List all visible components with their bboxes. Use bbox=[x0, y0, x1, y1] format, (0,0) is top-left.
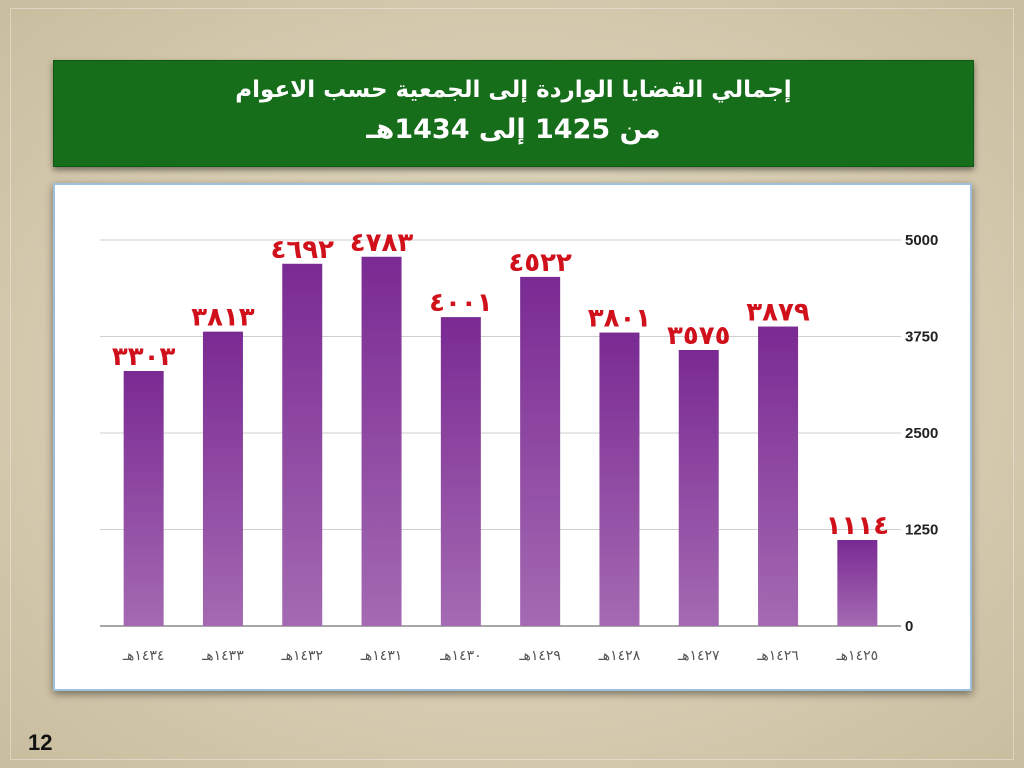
bar bbox=[440, 317, 481, 626]
x-tick-label: ١٤٣٢هـ bbox=[280, 648, 323, 664]
y-tick-labels: 0 1250 2500 3750 5000 bbox=[905, 232, 938, 635]
chart-title-line1: إجمالي القضايا الواردة إلى الجمعية حسب ا… bbox=[235, 77, 792, 103]
slide-number: 12 bbox=[28, 730, 53, 755]
data-label: ١١١٤ bbox=[826, 511, 889, 541]
slide-frame bbox=[10, 8, 1014, 760]
value-labels: ٣٣٠٣ ٣٨١٣ ٤٦٩٢ ٤٧٨٣ ٤٠٠١ ٤٥٢٢ ٣٨٠١ ٣٥٧٥ ٣٨٧٩ ١١١٤ bbox=[112, 228, 889, 541]
y-tick-label: 0 bbox=[905, 618, 913, 635]
y-tick-label: 3750 bbox=[905, 329, 938, 346]
y-tick-label: 1250 bbox=[905, 522, 938, 539]
chart-panel: ٣٣٠٣ ٣٨١٣ ٤٦٩٢ ٤٧٨٣ ٤٠٠١ ٤٥٢٢ ٣٨٠١ ٣٥٧٥ ٣٨٧٩ ١١١٤… bbox=[53, 183, 972, 691]
y-tick-label: 2500 bbox=[905, 425, 938, 442]
chart-title-line2: من 1425 إلى 1434هـ bbox=[366, 114, 661, 145]
y-tick-label: 5000 bbox=[905, 232, 938, 249]
bar bbox=[837, 539, 878, 626]
data-label: ٣٣٠٣ bbox=[112, 342, 176, 372]
title-banner: إجمالي القضايا الواردة إلى الجمعية حسب ا… bbox=[53, 60, 974, 167]
bar-chart: ٣٣٠٣ ٣٨١٣ ٤٦٩٢ ٤٧٨٣ ٤٠٠١ ٤٥٢٢ ٣٨٠١ ٣٥٧٥ ٣٨٧٩ ١١١٤… bbox=[100, 228, 938, 664]
x-tick-labels: ١٤٣٤هـ ١٤٣٣هـ ١٤٣٢هـ ١٤٣١هـ ١٤٣٠هـ ١٤٢٩هـ ١٤٢٨… bbox=[122, 648, 878, 664]
data-label: ٤٦٩٢ bbox=[271, 235, 335, 265]
x-tick-label: ١٤٢٨هـ bbox=[598, 648, 641, 664]
bar bbox=[361, 256, 402, 626]
bar bbox=[520, 276, 561, 626]
x-tick-label: ١٤٣٣هـ bbox=[201, 648, 244, 664]
x-tick-label: ١٤٢٦هـ bbox=[756, 648, 799, 664]
bar bbox=[123, 371, 164, 626]
bars bbox=[123, 256, 878, 626]
data-label: ٤٥٢٢ bbox=[508, 248, 572, 278]
x-tick-label: ١٤٢٧هـ bbox=[677, 648, 720, 664]
bar bbox=[282, 263, 323, 626]
x-tick-label: ١٤٣١هـ bbox=[360, 648, 403, 664]
data-label: ٤٧٨٣ bbox=[350, 228, 414, 258]
x-tick-label: ١٤٢٩هـ bbox=[518, 648, 561, 664]
bar bbox=[758, 326, 799, 626]
data-label: ٣٨٧٩ bbox=[746, 298, 810, 328]
bar bbox=[202, 331, 243, 626]
x-tick-label: ١٤٢٥هـ bbox=[836, 648, 879, 664]
bar bbox=[599, 332, 640, 626]
data-label: ٤٠٠١ bbox=[429, 288, 492, 318]
data-label: ٣٨١٣ bbox=[191, 303, 255, 333]
bar bbox=[678, 350, 719, 626]
data-label: ٣٨٠١ bbox=[588, 304, 651, 334]
data-label: ٣٥٧٥ bbox=[667, 321, 730, 351]
x-tick-label: ١٤٣٤هـ bbox=[122, 648, 165, 664]
x-tick-label: ١٤٣٠هـ bbox=[439, 648, 482, 664]
